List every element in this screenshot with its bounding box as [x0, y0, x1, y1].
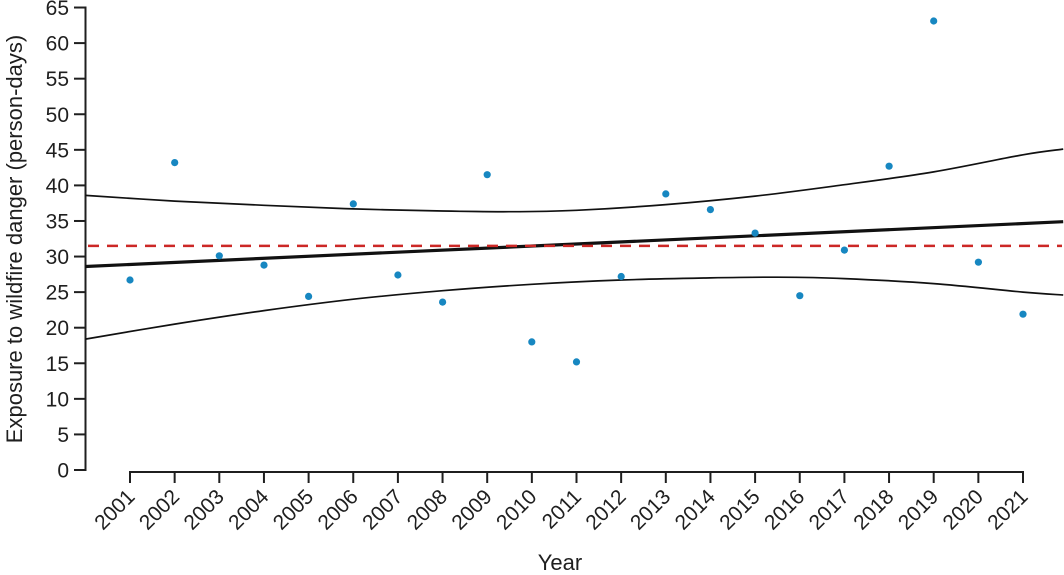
x-tick-label: 2018 — [849, 485, 898, 534]
x-tick-label: 2012 — [581, 485, 630, 534]
x-tick-label: 2014 — [671, 485, 721, 535]
data-point — [528, 338, 536, 346]
x-tick-label: 2016 — [760, 485, 809, 534]
data-point — [215, 252, 223, 260]
x-tick-label: 2021 — [983, 485, 1032, 534]
x-tick-label: 2006 — [313, 485, 362, 534]
x-axis-title: Year — [538, 550, 582, 575]
x-tick-label: 2005 — [269, 485, 318, 534]
data-point — [796, 292, 804, 300]
x-axis: 2001200220032004200520062007200820092010… — [90, 471, 1033, 535]
x-tick-label: 2001 — [90, 485, 139, 534]
data-point — [260, 261, 268, 269]
data-point — [349, 200, 357, 208]
data-point — [126, 276, 134, 284]
data-point — [439, 298, 447, 306]
x-tick-label: 2008 — [403, 485, 452, 534]
y-tick-label: 30 — [46, 246, 69, 269]
y-tick-label: 50 — [46, 104, 69, 127]
y-tick-label: 10 — [46, 388, 69, 411]
y-tick-label: 40 — [46, 175, 69, 198]
data-point — [662, 190, 670, 198]
confidence-lower-line — [85, 276, 1064, 340]
x-tick-label: 2013 — [626, 485, 675, 534]
data-point — [974, 258, 983, 266]
y-tick-label: 5 — [57, 424, 69, 447]
x-tick-label: 2009 — [447, 485, 496, 534]
data-point — [706, 206, 715, 214]
y-axis-title: Exposure to wildfire danger (person-days… — [2, 35, 27, 443]
y-tick-label: 0 — [57, 460, 69, 483]
data-point — [572, 358, 581, 366]
y-tick-label: 45 — [46, 139, 69, 162]
x-tick-label: 2003 — [180, 485, 229, 534]
confidence-upper-line — [85, 148, 1064, 213]
data-point — [930, 17, 938, 25]
y-tick-label: 60 — [46, 33, 69, 56]
data-point — [840, 246, 849, 254]
data-point — [483, 171, 491, 179]
scatter-points — [126, 17, 1027, 366]
y-axis: 0 5 10 15 20 25 30 35 40 45 50 55 60 65 — [46, 0, 87, 483]
trend-line — [85, 220, 1064, 269]
x-tick-label: 2002 — [135, 485, 184, 534]
y-tick-label: 15 — [46, 353, 69, 376]
y-tick-label: 55 — [46, 68, 69, 91]
x-tick-label: 2020 — [939, 485, 988, 534]
x-tick-label: 2004 — [224, 485, 274, 535]
y-tick-label: 35 — [46, 210, 69, 233]
data-point — [305, 292, 313, 300]
x-tick-label: 2017 — [805, 485, 854, 534]
x-tick-label: 2011 — [538, 485, 586, 533]
data-point — [885, 162, 893, 170]
data-point — [617, 272, 625, 281]
data-point — [1019, 310, 1027, 318]
data-point — [394, 271, 402, 279]
y-tick-label: 20 — [46, 317, 69, 340]
y-tick-label: 25 — [46, 282, 69, 305]
x-tick-label: 2019 — [894, 485, 943, 534]
y-tick-label: 65 — [46, 0, 69, 20]
x-tick-label: 2010 — [492, 485, 541, 534]
data-point — [751, 229, 759, 237]
x-tick-label: 2015 — [715, 485, 764, 534]
x-tick-label: 2007 — [358, 485, 407, 534]
data-point — [171, 159, 179, 167]
